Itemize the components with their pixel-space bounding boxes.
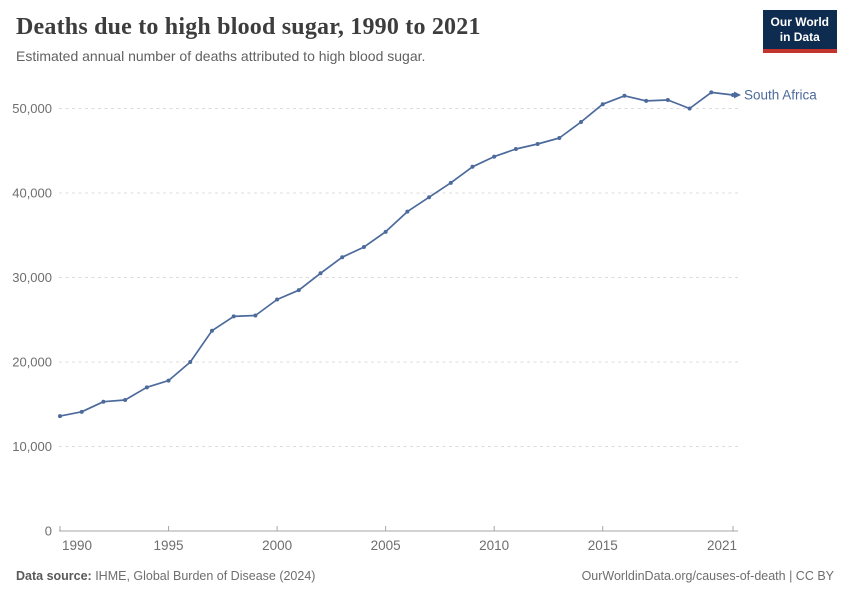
svg-text:2021: 2021 [707,538,737,553]
data-point[interactable] [361,245,366,250]
chart-header: Deaths due to high blood sugar, 1990 to … [16,14,750,64]
data-point[interactable] [383,229,388,234]
data-point[interactable] [644,98,649,103]
line-end-arrow-icon [734,91,741,99]
owid-logo[interactable]: Our World in Data [762,10,837,53]
data-point[interactable] [188,359,193,364]
chart-footer: Data source: IHME, Global Burden of Dise… [16,569,834,583]
svg-text:20,000: 20,000 [12,354,52,369]
x-axis: 1990 1995 2000 2005 2010 2015 2021 [59,526,738,553]
chart-title: Deaths due to high blood sugar, 1990 to … [16,14,481,40]
data-point[interactable] [427,195,432,200]
data-point[interactable] [492,154,497,159]
data-point[interactable] [144,385,149,390]
data-point[interactable] [209,328,214,333]
data-point[interactable] [101,399,106,404]
owid-logo-line1: Our World [770,15,829,29]
data-point[interactable] [470,164,475,169]
data-point[interactable] [166,378,171,383]
data-source-label: Data source: [16,569,92,583]
y-axis-labels: 0 10,000 20,000 30,000 40,000 50,000 [12,101,52,539]
data-point[interactable] [253,313,258,318]
svg-text:40,000: 40,000 [12,185,52,200]
y-gridlines [59,107,738,447]
data-source: Data source: IHME, Global Burden of Dise… [16,569,315,583]
data-point[interactable] [665,98,670,103]
series-line[interactable] [58,90,741,419]
data-point[interactable] [622,93,627,98]
data-point[interactable] [58,414,62,419]
x-axis-labels: 1990 1995 2000 2005 2010 2015 2021 [62,538,737,553]
svg-text:1990: 1990 [62,538,92,553]
data-point[interactable] [318,271,323,276]
svg-text:2015: 2015 [588,538,618,553]
data-point[interactable] [579,119,584,124]
data-point[interactable] [448,180,453,185]
data-point[interactable] [123,398,128,403]
svg-text:0: 0 [45,524,52,539]
svg-text:1995: 1995 [154,538,184,553]
data-point[interactable] [231,314,236,319]
svg-text:10,000: 10,000 [12,439,52,454]
data-point[interactable] [275,297,280,302]
chart-subtitle: Estimated annual number of deaths attrib… [16,48,426,64]
credit-link[interactable]: OurWorldinData.org/causes-of-death | CC … [581,569,834,583]
svg-text:2005: 2005 [371,538,401,553]
svg-text:30,000: 30,000 [12,270,52,285]
data-point[interactable] [79,409,84,414]
data-point[interactable] [405,209,410,214]
owid-logo-line2: in Data [779,30,820,44]
data-point[interactable] [340,255,345,260]
svg-text:2010: 2010 [479,538,509,553]
data-point[interactable] [709,90,714,95]
data-point[interactable] [557,136,562,141]
data-point[interactable] [535,141,540,146]
data-point[interactable] [513,147,518,152]
entity-label[interactable]: South Africa [744,87,817,102]
data-point[interactable] [600,102,605,107]
svg-text:2000: 2000 [262,538,292,553]
data-source-text: IHME, Global Burden of Disease (2024) [91,569,316,583]
svg-text:50,000: 50,000 [12,101,52,116]
data-point[interactable] [687,106,692,111]
data-point[interactable] [296,288,301,293]
